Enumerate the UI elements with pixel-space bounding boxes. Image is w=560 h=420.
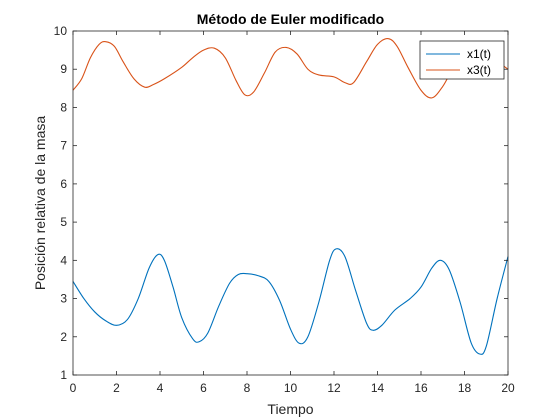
y-tick-label: 1 [60,368,67,382]
legend-label: x3(t) [467,63,491,77]
x-tick-label: 16 [414,381,428,395]
plot-area [73,31,508,375]
y-tick-label: 3 [60,292,67,306]
y-tick-label: 8 [60,100,67,114]
series-layer [72,38,509,355]
y-ticks: 1 2 3 4 5 6 7 8 9 10 [54,24,508,382]
y-tick-label: 4 [60,253,67,267]
x-tick-label: 12 [327,381,341,395]
y-tick-label: 2 [60,330,67,344]
y-tick-label: 6 [60,177,67,191]
x-tick-label: 6 [200,381,207,395]
y-tick-label: 7 [60,139,67,153]
series-line-x1t [72,248,509,355]
x-ticks: 0 2 4 6 8 10 12 14 16 18 20 [70,31,515,395]
x-tick-label: 18 [458,381,472,395]
y-axis-title: Posición relativa de la masa [32,116,48,291]
series-line-x3t [72,38,509,99]
legend: x1(t) x3(t) [419,40,505,80]
y-tick-label: 10 [54,24,68,38]
x-tick-label: 14 [371,381,385,395]
x-tick-label: 2 [113,381,120,395]
x-tick-label: 8 [244,381,251,395]
y-tick-label: 9 [60,62,67,76]
x-tick-label: 0 [70,381,77,395]
x-tick-label: 20 [501,381,515,395]
y-tick-label: 5 [60,215,67,229]
x-axis-title: Tiempo [267,401,313,417]
chart-title: Método de Euler modificado [197,11,384,27]
legend-box [419,40,505,80]
legend-label: x1(t) [467,47,491,61]
x-tick-label: 10 [284,381,298,395]
x-tick-label: 4 [157,381,164,395]
